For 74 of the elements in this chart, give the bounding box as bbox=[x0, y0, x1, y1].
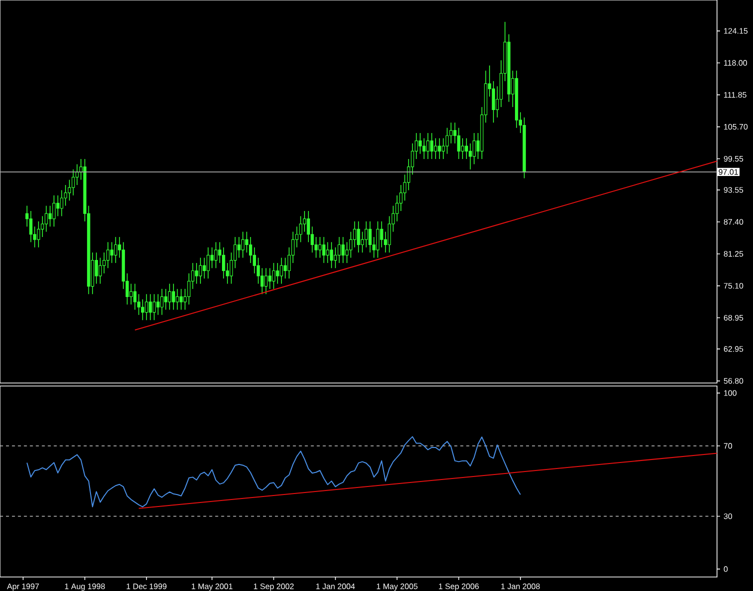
candlestick bbox=[176, 288, 179, 310]
candlestick bbox=[180, 288, 183, 310]
candlestick bbox=[141, 298, 144, 321]
candlestick bbox=[438, 138, 442, 160]
candlestick bbox=[356, 220, 360, 253]
candlestick bbox=[252, 246, 256, 274]
candlestick bbox=[144, 294, 148, 321]
candlestick bbox=[422, 138, 426, 160]
candlestick bbox=[164, 288, 168, 310]
candlestick bbox=[48, 205, 52, 227]
candlestick bbox=[272, 262, 276, 290]
candlestick bbox=[434, 138, 438, 160]
candlestick bbox=[260, 268, 264, 295]
candlestick bbox=[306, 210, 310, 243]
candlestick bbox=[64, 184, 68, 206]
candlestick bbox=[56, 194, 60, 217]
candlestick bbox=[264, 268, 268, 295]
candlestick bbox=[464, 138, 468, 160]
candlestick bbox=[94, 252, 98, 284]
candlestick bbox=[395, 194, 399, 222]
candlestick bbox=[380, 220, 384, 248]
candlestick bbox=[388, 216, 391, 253]
candlestick bbox=[133, 283, 136, 310]
candlestick bbox=[330, 242, 334, 269]
candlestick bbox=[68, 179, 71, 201]
candlestick bbox=[222, 246, 226, 279]
candlestick bbox=[210, 246, 214, 269]
candlestick bbox=[360, 231, 364, 253]
candlestick bbox=[322, 236, 326, 264]
candlestick bbox=[198, 257, 202, 284]
candlestick bbox=[187, 272, 190, 305]
candlestick bbox=[114, 236, 118, 264]
candlestick bbox=[102, 252, 106, 274]
candlestick bbox=[280, 257, 283, 284]
candlestick bbox=[318, 236, 322, 258]
candlestick bbox=[160, 288, 164, 316]
candlestick bbox=[276, 262, 280, 284]
candlestick bbox=[168, 283, 172, 310]
candlestick bbox=[326, 242, 330, 264]
candlestick bbox=[461, 138, 464, 160]
candlestick bbox=[284, 257, 287, 279]
candlestick bbox=[152, 294, 156, 321]
candlestick bbox=[36, 220, 40, 248]
candlestick bbox=[248, 236, 252, 264]
candlestick bbox=[430, 132, 434, 160]
candlestick bbox=[195, 262, 198, 284]
candlestick bbox=[268, 268, 272, 290]
candlestick bbox=[342, 236, 345, 264]
candlestick bbox=[148, 294, 152, 321]
candlestick bbox=[206, 246, 210, 279]
candlestick bbox=[399, 184, 402, 212]
candlestick bbox=[472, 132, 476, 165]
candlestick bbox=[172, 283, 176, 310]
candlestick bbox=[129, 283, 133, 305]
candlestick bbox=[202, 257, 206, 279]
candlestick bbox=[302, 210, 306, 232]
candlestick bbox=[237, 236, 241, 258]
candlestick bbox=[52, 194, 56, 227]
candlestick bbox=[368, 220, 372, 253]
candlestick bbox=[492, 80, 495, 124]
candlestick bbox=[156, 294, 160, 316]
candlestick bbox=[106, 242, 110, 269]
candlestick bbox=[426, 132, 430, 160]
candlestick bbox=[345, 242, 349, 264]
candlestick bbox=[314, 236, 318, 258]
candlestick bbox=[40, 216, 44, 238]
candlestick bbox=[241, 231, 244, 258]
candlestick bbox=[110, 242, 114, 264]
candlestick bbox=[442, 138, 445, 160]
candlestick bbox=[214, 242, 218, 269]
candlestick bbox=[449, 122, 453, 144]
candlestick bbox=[334, 246, 337, 269]
candlestick bbox=[353, 220, 356, 248]
candlestick bbox=[376, 220, 380, 258]
